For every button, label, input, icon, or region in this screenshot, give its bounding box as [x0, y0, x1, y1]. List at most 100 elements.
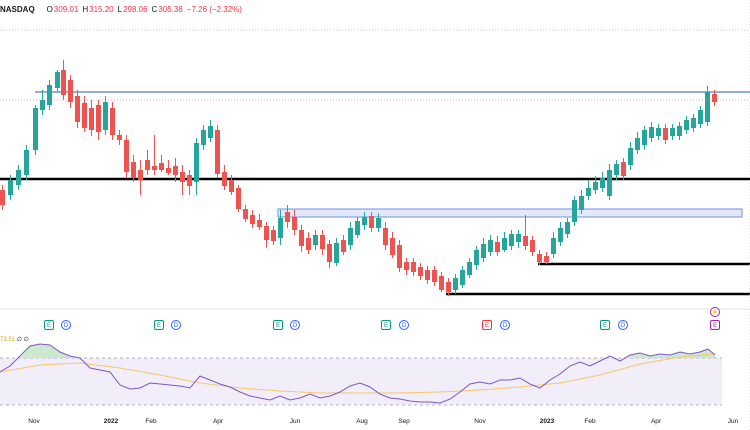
earnings-marker[interactable]: E: [710, 320, 720, 330]
candle-body: [243, 209, 248, 219]
candle-body: [341, 240, 346, 252]
dividend-marker[interactable]: D: [171, 320, 181, 330]
candle-body: [82, 103, 87, 128]
candle-body: [55, 72, 60, 88]
candle: [320, 230, 325, 255]
time-axis-label: Sep: [398, 418, 410, 425]
candle: [327, 240, 332, 268]
candle-body: [194, 143, 199, 182]
earnings-marker[interactable]: E: [154, 320, 164, 330]
candle-body: [642, 130, 647, 145]
high-label: H: [82, 4, 89, 14]
candle: [684, 116, 689, 134]
candle: [509, 230, 514, 250]
earnings-marker[interactable]: E: [482, 320, 492, 330]
candle-body: [572, 200, 577, 222]
supply-zone-rect[interactable]: [277, 208, 743, 218]
candle: [600, 172, 605, 192]
candle: [187, 170, 192, 195]
candle-body: [299, 230, 304, 246]
candle: [250, 210, 255, 228]
earnings-marker[interactable]: E: [600, 320, 610, 330]
candle: [124, 135, 129, 178]
candle: [488, 235, 493, 256]
high-value: 315.20: [89, 4, 114, 14]
candle: [103, 96, 108, 135]
candle-body: [544, 256, 549, 262]
time-axis-label: Jun: [728, 418, 739, 425]
candle: [649, 122, 654, 142]
candle-body: [418, 267, 423, 276]
candle: [369, 212, 374, 232]
candle-body: [8, 180, 13, 195]
candle-body: [481, 244, 486, 258]
candle: [572, 196, 577, 226]
candle-body: [537, 254, 542, 262]
candle-body: [348, 228, 353, 245]
candle: [614, 160, 619, 180]
candle-body: [586, 188, 591, 196]
marker-outline: [171, 320, 181, 330]
marker-outline: [381, 320, 391, 330]
candle-body: [600, 178, 605, 188]
candle-body: [362, 217, 367, 225]
candle-body: [404, 262, 409, 270]
candle-body: [565, 222, 570, 234]
candle: [0, 185, 5, 210]
candle: [201, 125, 206, 150]
candle-body: [222, 172, 227, 186]
candle: [446, 278, 451, 296]
candle: [166, 160, 171, 175]
candle-body: [411, 262, 416, 272]
candle: [425, 266, 430, 284]
symbol-name[interactable]: NASDAQ: [0, 4, 35, 14]
candle-body: [509, 234, 514, 246]
candle-body: [516, 234, 521, 242]
candle-body: [131, 162, 136, 178]
upcoming-event-marker[interactable]: ⚡: [710, 307, 720, 317]
candle-body: [635, 138, 640, 150]
candle-body: [523, 236, 528, 246]
candle-body: [432, 270, 437, 282]
marker-outline: [399, 320, 409, 330]
time-axis-label: Nov: [28, 418, 40, 425]
candle: [593, 176, 598, 194]
dividend-marker[interactable]: D: [618, 320, 628, 330]
candle-body: [453, 278, 458, 290]
dividend-marker[interactable]: D: [290, 320, 300, 330]
candle: [82, 96, 87, 132]
candle: [397, 240, 402, 272]
candle-body: [278, 218, 283, 238]
candle: [537, 250, 542, 265]
dividend-marker[interactable]: D: [500, 320, 510, 330]
candle: [33, 105, 38, 155]
candle-body: [124, 140, 129, 172]
earnings-marker[interactable]: E: [44, 320, 54, 330]
marker-label: E: [485, 323, 489, 329]
candle-body: [187, 175, 192, 186]
candle-body: [257, 220, 262, 227]
candle-body: [68, 80, 73, 102]
candle-body: [551, 238, 556, 254]
candle: [530, 236, 535, 256]
candle: [89, 100, 94, 136]
candle: [495, 236, 500, 256]
marker-outline: [618, 320, 628, 330]
candle-body: [145, 160, 150, 170]
dividend-marker[interactable]: D: [61, 320, 71, 330]
candle-body: [355, 221, 360, 235]
earnings-marker[interactable]: E: [273, 320, 283, 330]
earnings-marker[interactable]: E: [381, 320, 391, 330]
dividend-marker[interactable]: D: [399, 320, 409, 330]
candle-body: [369, 216, 374, 228]
time-axis-label: Apr: [213, 418, 224, 425]
candle: [110, 102, 115, 140]
candle-body: [75, 96, 80, 122]
candle: [453, 274, 458, 294]
candle-body: [663, 128, 668, 140]
marker-outline: [154, 320, 164, 330]
candle: [432, 266, 437, 286]
time-axis-label: 2022: [104, 418, 119, 425]
